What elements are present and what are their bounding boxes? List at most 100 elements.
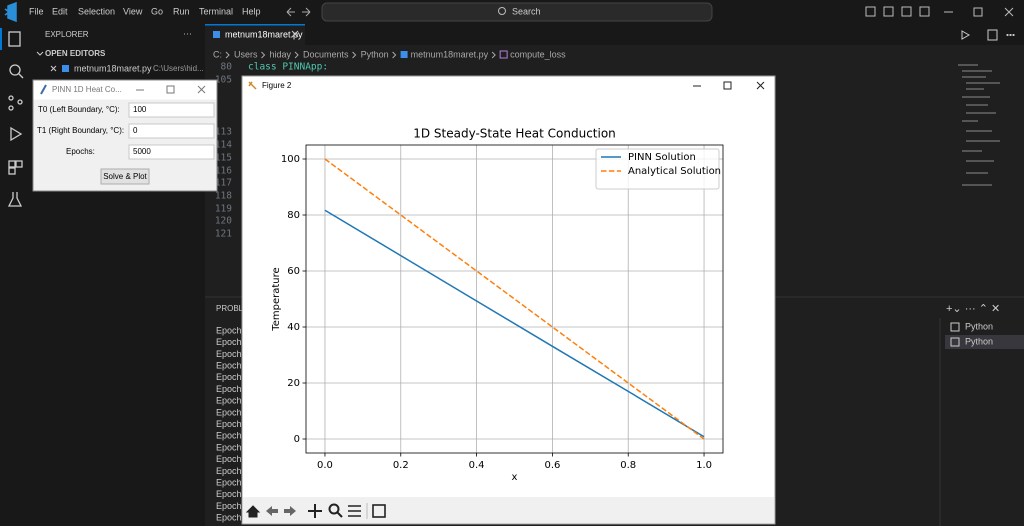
field-entry[interactable] bbox=[128, 102, 215, 118]
tab-icon bbox=[213, 31, 220, 38]
x-tick-label: 0.8 bbox=[620, 460, 636, 471]
line-number: 117 bbox=[215, 178, 232, 189]
breadcrumb-separator bbox=[491, 51, 496, 59]
menu-item[interactable]: View bbox=[123, 6, 143, 16]
line-number: 113 bbox=[215, 127, 232, 138]
minimap bbox=[958, 64, 1000, 186]
x-tick-label: 0.6 bbox=[544, 460, 560, 471]
terminal-selected bbox=[945, 335, 1024, 349]
menu-item[interactable]: Edit bbox=[52, 6, 68, 16]
panel-actions[interactable]: +⌄ ··· ⌃ ✕ bbox=[946, 303, 1000, 315]
line-number: 118 bbox=[215, 191, 232, 202]
svg-text:···: ··· bbox=[1006, 29, 1015, 39]
legend-label: Analytical Solution bbox=[628, 166, 721, 177]
breadcrumb-item[interactable]: Python bbox=[361, 49, 389, 59]
field-label: T1 (Right Boundary, °C): bbox=[37, 126, 124, 135]
menu-item[interactable]: Terminal bbox=[199, 6, 233, 16]
output-line: Epoch bbox=[216, 349, 242, 359]
breadcrumb-item[interactable]: C: bbox=[213, 49, 222, 59]
y-tick-label: 80 bbox=[287, 210, 300, 221]
panel-output: EpochEpochEpochEpochEpochEpochEpochEpoch… bbox=[216, 325, 242, 522]
file-icon bbox=[62, 65, 69, 72]
series-line bbox=[324, 209, 705, 438]
breadcrumb-item[interactable]: Documents bbox=[303, 49, 349, 59]
line-number: 116 bbox=[215, 166, 232, 177]
tk-button[interactable] bbox=[100, 168, 150, 185]
window-controls[interactable] bbox=[865, 6, 1014, 17]
y-tick-label: 60 bbox=[287, 266, 300, 277]
y-tick-label: 20 bbox=[287, 378, 300, 389]
open-file[interactable]: metnum18maret.py bbox=[74, 63, 152, 73]
output-line: Epoch bbox=[216, 372, 242, 382]
axes-frame bbox=[305, 144, 724, 454]
tk-button-label[interactable]: Solve & Plot bbox=[103, 172, 147, 181]
breadcrumb-separator bbox=[352, 51, 357, 59]
x-tick-label: 0.2 bbox=[393, 460, 409, 471]
chevron bbox=[36, 51, 44, 56]
terminal-name[interactable]: Python bbox=[965, 321, 993, 331]
tab-bar bbox=[205, 24, 1024, 45]
output-line: Epoch bbox=[216, 419, 242, 429]
output-line: Epoch bbox=[216, 384, 242, 394]
y-tick-label: 40 bbox=[287, 322, 300, 333]
tk-controls[interactable] bbox=[136, 85, 206, 94]
breadcrumb-separator bbox=[392, 51, 397, 59]
menu-item[interactable]: Run bbox=[173, 6, 190, 16]
x-axis-label: x bbox=[512, 472, 518, 483]
field-entry[interactable] bbox=[128, 144, 215, 160]
nav-arrows[interactable] bbox=[286, 7, 311, 17]
field-value[interactable]: 0 bbox=[133, 126, 138, 135]
plot: 0.0 0.2 0.4 0.6 0.8 1.0 0 20 40 60 80 100 1D Steady-… bbox=[271, 127, 724, 483]
code-line: class PINNApp: bbox=[248, 62, 328, 73]
sidebar-more[interactable]: ··· bbox=[183, 28, 192, 38]
field-value[interactable]: 5000 bbox=[133, 147, 151, 156]
tk-fields: T0 (Left Boundary, °C): 100 T1 (Right Boun… bbox=[37, 102, 215, 160]
sidebar-title: EXPLORER bbox=[45, 30, 89, 39]
menu-item[interactable]: Selection bbox=[78, 6, 115, 16]
editor-actions[interactable]: ··· bbox=[961, 29, 1016, 41]
tk-title: PINN 1D Heat Co... bbox=[52, 85, 122, 94]
panel-tab[interactable]: PROBLE bbox=[216, 304, 248, 313]
breadcrumb-item[interactable]: compute_loss bbox=[510, 49, 566, 59]
menu-item[interactable]: File bbox=[29, 6, 44, 16]
line-number: 80 bbox=[221, 62, 233, 73]
terminal-name[interactable]: Python bbox=[965, 336, 993, 346]
activity-bar bbox=[0, 24, 32, 526]
tab-title[interactable]: metnum18maret.py bbox=[225, 29, 303, 39]
toolbar-icons[interactable] bbox=[245, 503, 386, 519]
open-file-path: C:\Users\hid... bbox=[153, 64, 204, 73]
x-tick-label: 0.4 bbox=[469, 460, 485, 471]
tk-window: PINN 1D Heat Co... T0 (Left Boundary, °C… bbox=[32, 79, 218, 192]
tab-close[interactable] bbox=[291, 30, 299, 38]
tk-titlebar bbox=[33, 80, 217, 100]
figure-icon bbox=[248, 81, 257, 90]
line-number: 105 bbox=[215, 75, 232, 86]
field-label: T0 (Left Boundary, °C): bbox=[38, 105, 120, 114]
breadcrumb-item[interactable]: Users bbox=[234, 49, 258, 59]
figure-controls[interactable] bbox=[693, 81, 765, 90]
field-value[interactable]: 100 bbox=[133, 105, 147, 114]
output-line: Epoch bbox=[216, 513, 242, 523]
field-entry[interactable] bbox=[128, 123, 215, 139]
line-number: 114 bbox=[215, 140, 232, 151]
terminal-icon bbox=[950, 337, 960, 347]
breadcrumb-item[interactable]: metnum18maret.py bbox=[411, 49, 489, 59]
close-icon[interactable] bbox=[50, 65, 57, 72]
editor-tab[interactable] bbox=[205, 24, 305, 45]
legend-box bbox=[595, 148, 720, 190]
activity-icons[interactable] bbox=[7, 31, 24, 207]
app-logo bbox=[4, 1, 17, 23]
section-title[interactable]: OPEN EDITORS bbox=[45, 49, 106, 58]
file-icon bbox=[400, 51, 408, 58]
search-box[interactable] bbox=[321, 2, 713, 22]
active-indicator bbox=[0, 28, 2, 50]
menu-item[interactable]: Help bbox=[242, 6, 261, 16]
figure-title: Figure 2 bbox=[262, 81, 292, 90]
menu-item[interactable]: Go bbox=[151, 6, 163, 16]
x-tick-label: 1.0 bbox=[696, 460, 712, 471]
y-tick-label: 100 bbox=[281, 154, 300, 165]
breadcrumb-item[interactable]: hiday bbox=[270, 49, 292, 59]
output-line: Epoch bbox=[216, 489, 242, 499]
